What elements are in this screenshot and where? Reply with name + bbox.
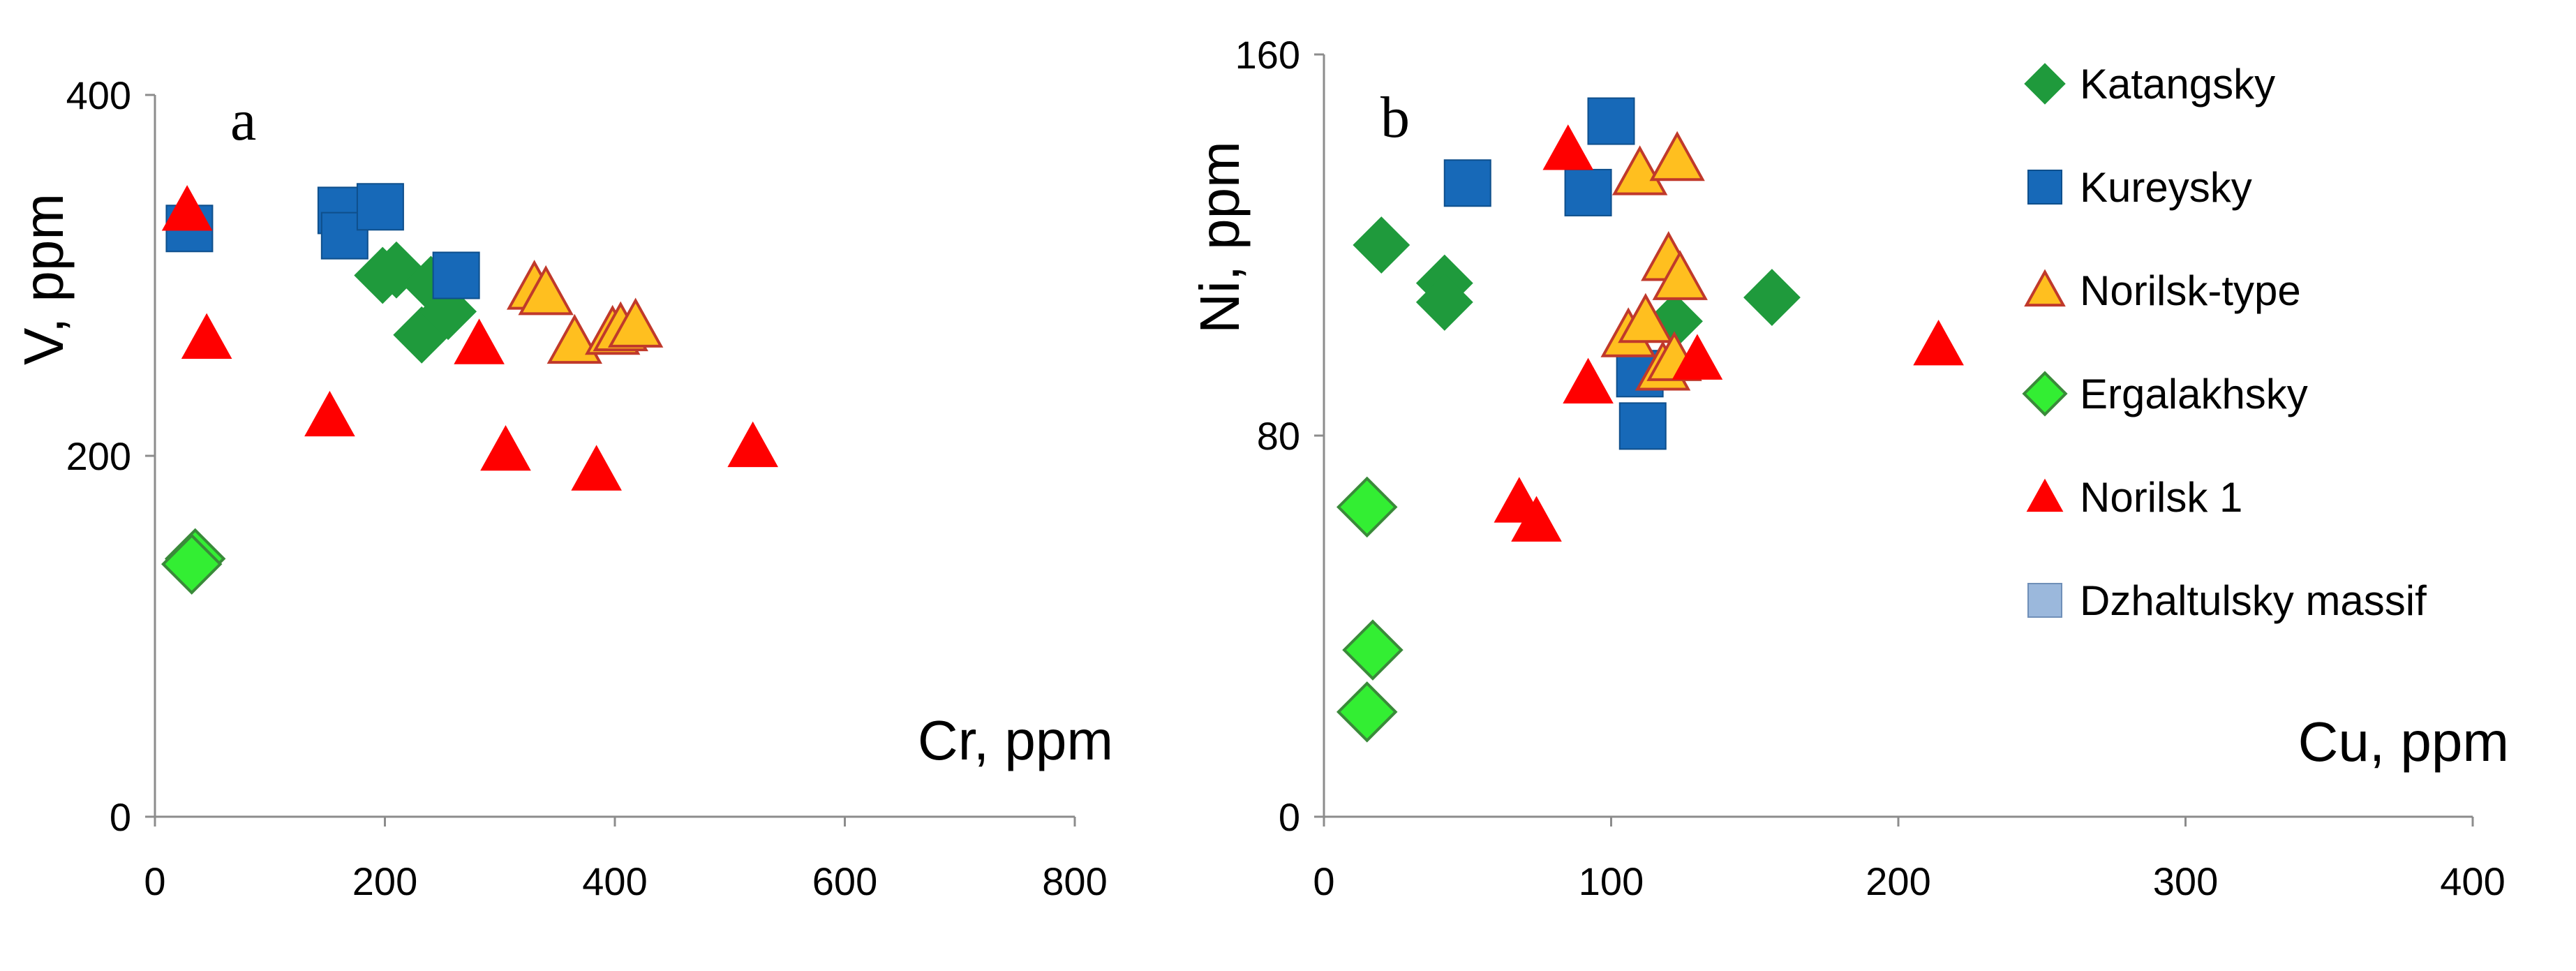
data-point-norilsk1 [1913, 320, 1964, 366]
data-point-norilsk_type [546, 313, 603, 364]
data-point-norilsk_type [518, 265, 574, 316]
x-tick-label: 100 [1579, 859, 1644, 903]
legend-marker-katangsky [2024, 63, 2066, 105]
x-axis-label: Cu, ppm [2298, 711, 2509, 773]
legend-marker-dzhaltulsky [2027, 583, 2062, 618]
y-tick-label: 400 [66, 73, 131, 117]
data-point-ergalakhsky [1336, 681, 1398, 743]
legend-label-ergalakhsky: Ergalakhsky [2080, 371, 2308, 417]
data-point-norilsk1 [181, 313, 232, 360]
data-point-norilsk1 [571, 445, 622, 491]
data-point-norilsk1 [1672, 334, 1723, 380]
legend-marker-norilsk1 [2026, 478, 2064, 512]
data-point-katangsky [419, 283, 477, 341]
y-tick-label: 0 [110, 795, 131, 839]
panel-label: a [230, 88, 256, 153]
x-tick-label: 200 [352, 859, 417, 903]
x-tick-label: 0 [144, 859, 165, 903]
data-point-katangsky [368, 241, 425, 299]
legend-label-norilsk_type: Norilsk-type [2080, 267, 2301, 314]
data-point-norilsk_type [1652, 250, 1708, 300]
x-tick-label: 300 [2153, 859, 2218, 903]
legend-marker-ergalakhsky [2022, 371, 2068, 417]
data-point-norilsk1 [304, 390, 355, 437]
legend-marker-norilsk_type [2024, 269, 2066, 307]
x-tick-label: 0 [1313, 859, 1334, 903]
data-point-kureysky [1443, 159, 1491, 207]
data-point-kureysky [432, 251, 480, 299]
data-point-kureysky [1564, 168, 1612, 216]
y-axis-label: V, ppm [13, 193, 75, 365]
data-point-norilsk_type [1611, 145, 1668, 195]
data-point-ergalakhsky [161, 533, 223, 595]
chart-panel-a: 0 200 400 600 800 0 200 400 Cr, ppm V, ppm a [13, 73, 1113, 903]
x-tick-label: 400 [2440, 859, 2505, 903]
data-point-norilsk1 [161, 185, 213, 231]
data-point-norilsk_type [607, 297, 664, 348]
data-point-kureysky [1618, 402, 1667, 450]
data-point-norilsk1 [727, 421, 778, 468]
x-tick-label: 800 [1042, 859, 1107, 903]
data-point-norilsk1 [480, 424, 531, 471]
data-point-ergalakhsky [1342, 619, 1404, 681]
data-point-norilsk1 [1511, 496, 1562, 542]
y-tick-label: 80 [1257, 414, 1300, 458]
x-axis-label: Cr, ppm [918, 709, 1113, 771]
chart-panel-b: 0 100 200 300 400 0 80 160 Cu, ppm Ni, ppm b [1189, 33, 2509, 903]
data-point-kureysky [1587, 97, 1635, 145]
data-point-norilsk1 [1563, 357, 1614, 403]
y-axis-label: Ni, ppm [1189, 141, 1251, 334]
data-point-norilsk_type [1649, 131, 1705, 181]
x-tick-label: 600 [812, 859, 877, 903]
legend-label-dzhaltulsky: Dzhaltulsky massif [2080, 577, 2427, 624]
legend-label-norilsk1: Norilsk 1 [2080, 474, 2242, 521]
data-point-ergalakhsky [1336, 476, 1398, 538]
legend-marker-kureysky [2027, 170, 2062, 205]
data-point-katangsky [1353, 216, 1410, 274]
y-tick-label: 0 [1279, 795, 1300, 839]
data-point-norilsk_type [1618, 292, 1674, 343]
data-point-katangsky [1743, 269, 1801, 326]
data-point-kureysky [356, 183, 404, 231]
data-point-katangsky [1415, 273, 1473, 331]
y-tick-label: 200 [66, 434, 131, 478]
legend: Katangsky Kureysky Norilsk-type Ergalakhsky… [2022, 61, 2427, 624]
x-tick-label: 400 [582, 859, 647, 903]
x-tick-label: 200 [1866, 859, 1930, 903]
legend-label-kureysky: Kureysky [2080, 164, 2252, 211]
legend-label-katangsky: Katangsky [2080, 61, 2275, 108]
y-tick-label: 160 [1235, 33, 1300, 77]
data-point-norilsk1 [454, 318, 505, 364]
data-point-norilsk1 [1542, 124, 1594, 170]
panel-label: b [1380, 85, 1410, 150]
